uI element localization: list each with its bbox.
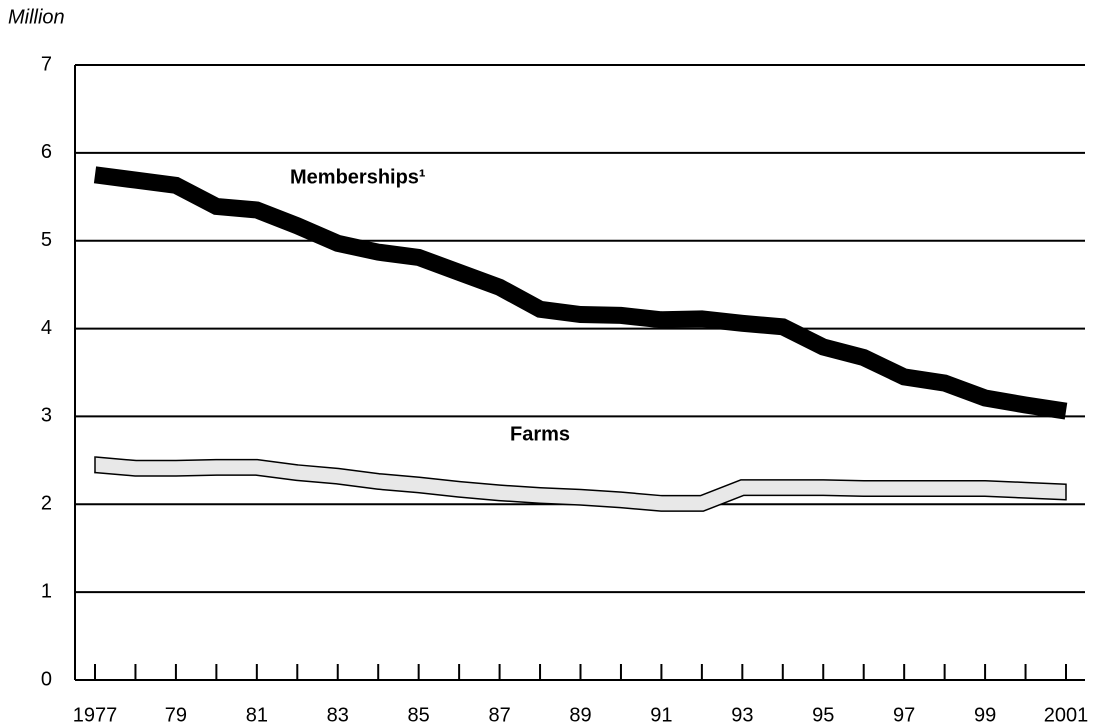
y-tick-label: 1 xyxy=(41,580,52,602)
x-tick-label: 81 xyxy=(246,704,268,726)
y-tick-label: 4 xyxy=(41,317,52,339)
x-tick-label: 87 xyxy=(488,704,510,726)
series-line xyxy=(93,166,1068,420)
series-line xyxy=(94,457,1067,511)
x-tick-label: 79 xyxy=(165,704,187,726)
y-tick-label: 5 xyxy=(41,229,52,251)
y-tick-label: 7 xyxy=(41,53,52,75)
x-tick-label: 89 xyxy=(569,704,591,726)
y-tick-label: 6 xyxy=(41,141,52,163)
x-tick-label: 85 xyxy=(408,704,430,726)
series-label: Memberships¹ xyxy=(290,166,426,188)
y-axis-label: Million xyxy=(8,6,65,28)
y-tick-label: 3 xyxy=(41,405,52,427)
x-tick-label: 83 xyxy=(327,704,349,726)
y-tick-label: 0 xyxy=(41,668,52,690)
x-tick-label: 91 xyxy=(650,704,672,726)
x-tick-label: 99 xyxy=(974,704,996,726)
x-tick-label: 2001 xyxy=(1044,704,1089,726)
y-tick-label: 2 xyxy=(41,493,52,515)
x-tick-label: 97 xyxy=(893,704,915,726)
x-tick-label: 93 xyxy=(731,704,753,726)
x-tick-label: 95 xyxy=(812,704,834,726)
x-tick-label: 1977 xyxy=(73,704,118,726)
series-label: Farms xyxy=(510,423,570,445)
